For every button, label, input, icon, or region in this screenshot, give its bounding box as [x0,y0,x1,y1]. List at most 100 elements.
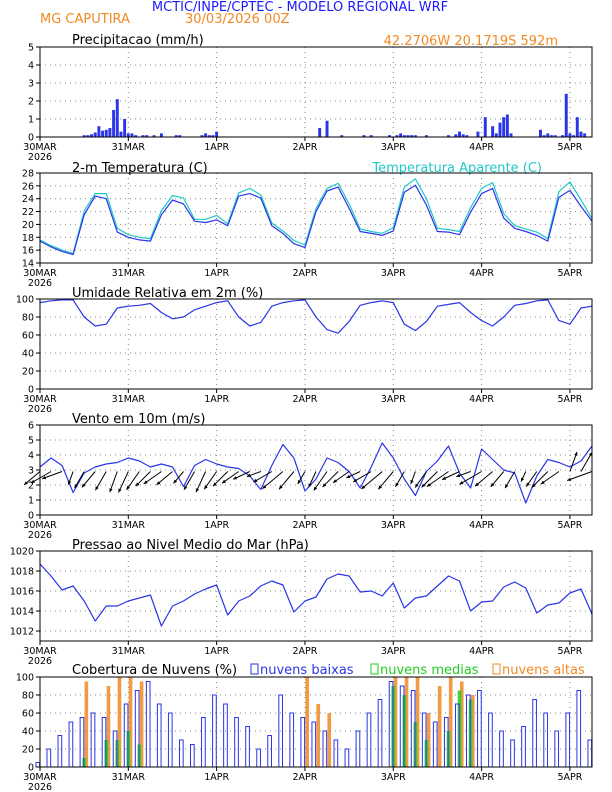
y-tick-label: 5 [28,436,34,447]
x-tick-label: 4APR [469,520,494,531]
y-tick-label: 1018 [10,567,34,578]
x-tick-label: 30MAR [23,646,57,657]
y-tick-label: 18 [22,233,34,244]
x-tick-label: 3APR [381,520,406,531]
precip-bar [395,135,399,137]
x-tick-label: 4APR [469,268,494,279]
y-tick-label: 22 [22,207,34,218]
y-tick-label: 20 [22,745,34,756]
cloud-low-bar [565,712,571,768]
y-tick-label: 60 [22,331,34,342]
x-tick-label: 2APR [293,142,318,153]
header-title: MCTIC/INPE/CPTEC - MODELO REGIONAL WRF [152,0,448,15]
cloud-low-bar [366,712,372,768]
cloud-low-bar [333,739,339,768]
precip-bar [572,135,576,137]
y-tick-label: 4 [28,61,34,72]
x-tick-label: 4APR [469,142,494,153]
x-tick-label: 4APR [469,646,494,657]
wind-arrow-head [246,473,251,477]
legend-swatch-high [492,663,501,675]
precip-bar [318,128,322,137]
header-run: 30/03/2026 00Z [185,12,290,27]
wind-arrow-head [567,477,572,481]
y-tick-label: 0 [28,511,34,522]
grid-layer [40,47,592,767]
humidity-title: Umidade Relativa em 2m (%) [72,286,263,301]
precip-bar [509,133,513,137]
y-tick-label: 1 [28,115,34,126]
wind-arrow [313,471,328,491]
wind-arrow [195,471,207,493]
precip-bar [119,131,123,137]
wind-arrow [459,471,482,485]
wind-arrow-head [378,485,382,490]
wind-arrow [580,451,593,472]
x-tick-label: 30MAR [23,268,57,279]
precip-title: Precipitacao (mm/h) [72,33,204,48]
x-tick-label: 2APR [293,520,318,531]
x-tick-label: 5APR [557,142,582,153]
wind-arrow [531,471,549,488]
wind-arrow [426,471,449,488]
y-tick-label: 1020 [10,547,34,558]
wind-arrow-head [540,480,545,485]
y-tick-label: 3 [28,466,34,477]
wind-arrow-head [459,481,464,485]
x-year-label: 2026 [28,404,52,415]
precip-bar [388,135,392,137]
precip-bar [130,133,134,137]
wind-arrow-head [426,483,431,487]
cloud-low-bar [311,721,317,768]
y-tick-label: 100 [16,295,34,306]
y-tick-label: 60 [22,709,34,720]
cloud-title: Cobertura de Nuvens (%) [72,663,237,678]
x-tick-label: 30MAR [23,772,57,783]
wind-arrow-head [126,485,130,490]
precip-bar [494,133,498,137]
precip-bar [174,135,178,137]
precip-bar [82,135,86,137]
cloud-low-bar [46,748,52,768]
precip-bar [454,134,458,137]
precip-bar [546,133,550,137]
x-tick-label: 2APR [293,268,318,279]
wind-arrow [421,471,438,488]
legend-label-mid: nuvens medias [380,663,479,678]
x-year-label: 2026 [28,782,52,792]
wind-arrow-head [475,482,480,487]
wind-arrow-head [118,488,122,493]
precip-bar [101,130,105,137]
cloud-low-bar [90,712,96,768]
precip-bar [152,135,156,137]
wind-arrow [474,471,493,487]
humidity-line [39,299,593,334]
precip-bar [561,135,565,137]
y-tick-label: 2 [28,481,34,492]
wind-arrow-head [521,477,525,482]
cloud-low-bar [145,681,151,768]
precip-bar [126,133,130,137]
wind-arrow-head [297,480,302,484]
panel-frame [39,298,593,390]
wind-arrow-head [213,482,217,487]
wind-arrow-head [333,479,337,483]
precip-bar [568,133,572,137]
wind-title: Vento em 10m (m/s) [72,412,205,427]
wind-arrow-head [42,475,47,480]
wind-arrow-head [143,480,148,484]
cloud-low-bar [201,717,206,768]
x-tick-label: 3APR [381,394,406,405]
precip-bar [399,133,403,137]
y-tick-label: 80 [22,691,34,702]
y-tick-label: 2 [28,97,34,108]
x-tick-label: 1APR [204,520,229,531]
x-tick-label: 31MAR [112,142,146,153]
precip-bar [112,110,116,137]
cloud-legend: nuvens baixas nuvens medias nuvens altas [250,663,585,678]
precip-bar [550,135,553,137]
y-tick-label: 80 [22,313,34,324]
cloud-high-bar [128,677,133,767]
wind-arrow-head [361,485,366,489]
